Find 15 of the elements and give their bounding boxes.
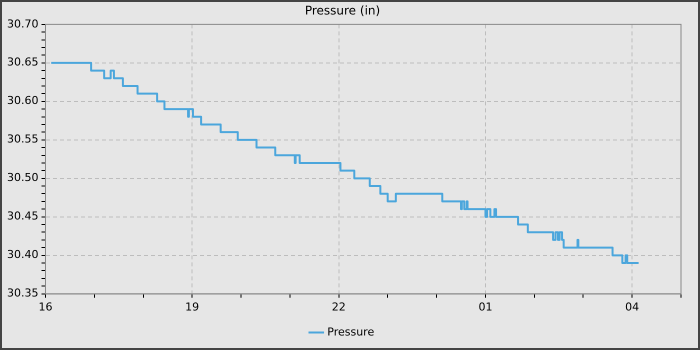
y-tick-label: 30.55 — [6, 132, 38, 146]
x-tick-label: 01 — [478, 300, 492, 314]
y-tick-label: 30.45 — [6, 210, 38, 223]
y-tick-label: 30.65 — [6, 56, 38, 69]
y-tick-label: 30.60 — [6, 94, 38, 108]
x-tick-label: 04 — [625, 300, 640, 314]
y-tick-label: 30.50 — [6, 171, 38, 184]
chart-title: Pressure (in) — [304, 3, 380, 18]
x-tick-label: 22 — [332, 300, 346, 314]
x-tick-label: 16 — [38, 300, 52, 314]
y-tick-label: 30.35 — [6, 286, 38, 300]
y-tick-label: 30.70 — [6, 17, 38, 30]
x-tick-label: 19 — [185, 300, 200, 314]
y-tick-label: 30.40 — [6, 248, 38, 262]
legend-label: Pressure — [327, 325, 374, 338]
